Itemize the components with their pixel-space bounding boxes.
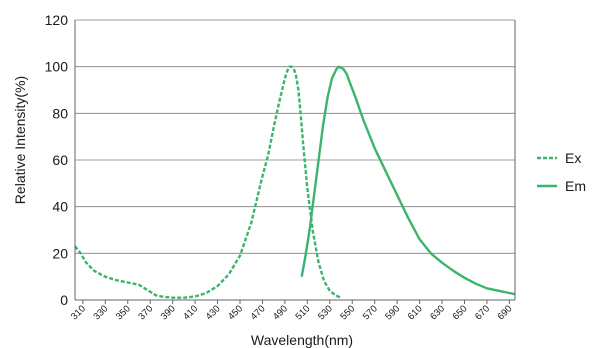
y-axis-label: Relative Intensity(%) (12, 76, 28, 204)
x-tick-label: 550 (338, 303, 357, 322)
x-tick-label: 690 (496, 303, 515, 322)
x-tick-label: 510 (293, 303, 312, 322)
series-line-ex (74, 65, 342, 299)
x-tick-label: 610 (406, 303, 425, 322)
series-line-em (300, 65, 516, 296)
x-tick-label: 330 (91, 303, 110, 322)
x-tick-label: 630 (428, 303, 447, 322)
y-tick-label: 40 (52, 199, 68, 215)
series-lines (74, 65, 516, 299)
x-tick-label: 590 (383, 303, 402, 322)
x-axis-label: Wavelength(nm) (251, 332, 353, 348)
gridlines (75, 19, 515, 254)
legend-label-em: Em (565, 178, 586, 194)
x-tick-label: 310 (69, 303, 88, 322)
x-tick-label: 570 (361, 303, 380, 322)
y-tick-label: 100 (45, 59, 69, 75)
x-tick-label: 410 (181, 303, 200, 322)
y-tick-label: 120 (45, 12, 69, 28)
x-tick-label: 670 (473, 303, 492, 322)
x-tick-label: 390 (159, 303, 178, 322)
y-tick-label: 60 (52, 152, 68, 168)
x-tick-label: 530 (316, 303, 335, 322)
x-tick-label: 450 (226, 303, 245, 322)
legend: Ex Em (537, 150, 586, 194)
y-tick-label: 0 (60, 292, 68, 308)
x-tick-label: 370 (136, 303, 155, 322)
y-tick-label: 80 (52, 105, 68, 121)
axes (74, 20, 516, 304)
x-tick-labels: 310 330 350 370 390 410 430 450 470 490 510 530 550 5… (69, 303, 515, 322)
legend-label-ex: Ex (565, 150, 581, 166)
y-tick-label: 20 (52, 245, 68, 261)
x-tick-label: 350 (114, 303, 133, 322)
x-tick-label: 470 (249, 303, 268, 322)
x-tick-label: 650 (451, 303, 470, 322)
x-tick-label: 430 (204, 303, 223, 322)
x-tick-label: 490 (271, 303, 290, 322)
y-tick-labels: 0 20 40 60 80 100 120 (45, 12, 69, 308)
